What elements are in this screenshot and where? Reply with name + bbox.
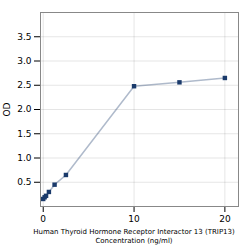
svg-text:3.5: 3.5 — [17, 32, 31, 42]
svg-text:2.5: 2.5 — [17, 80, 31, 90]
svg-text:2.0: 2.0 — [17, 104, 32, 114]
svg-text:1.5: 1.5 — [17, 129, 31, 139]
svg-text:OD: OD — [2, 102, 12, 116]
svg-text:0: 0 — [40, 214, 46, 224]
svg-text:0.5: 0.5 — [17, 177, 31, 187]
html-text:Human Thyroid Hormone Receptor: Human Thyroid Hormone Receptor Interacto… — [33, 228, 235, 245]
svg-text:10: 10 — [128, 214, 140, 224]
svg-text:1.0: 1.0 — [17, 153, 32, 163]
svg-text:20: 20 — [219, 214, 231, 224]
svg-text:3.0: 3.0 — [17, 56, 32, 66]
